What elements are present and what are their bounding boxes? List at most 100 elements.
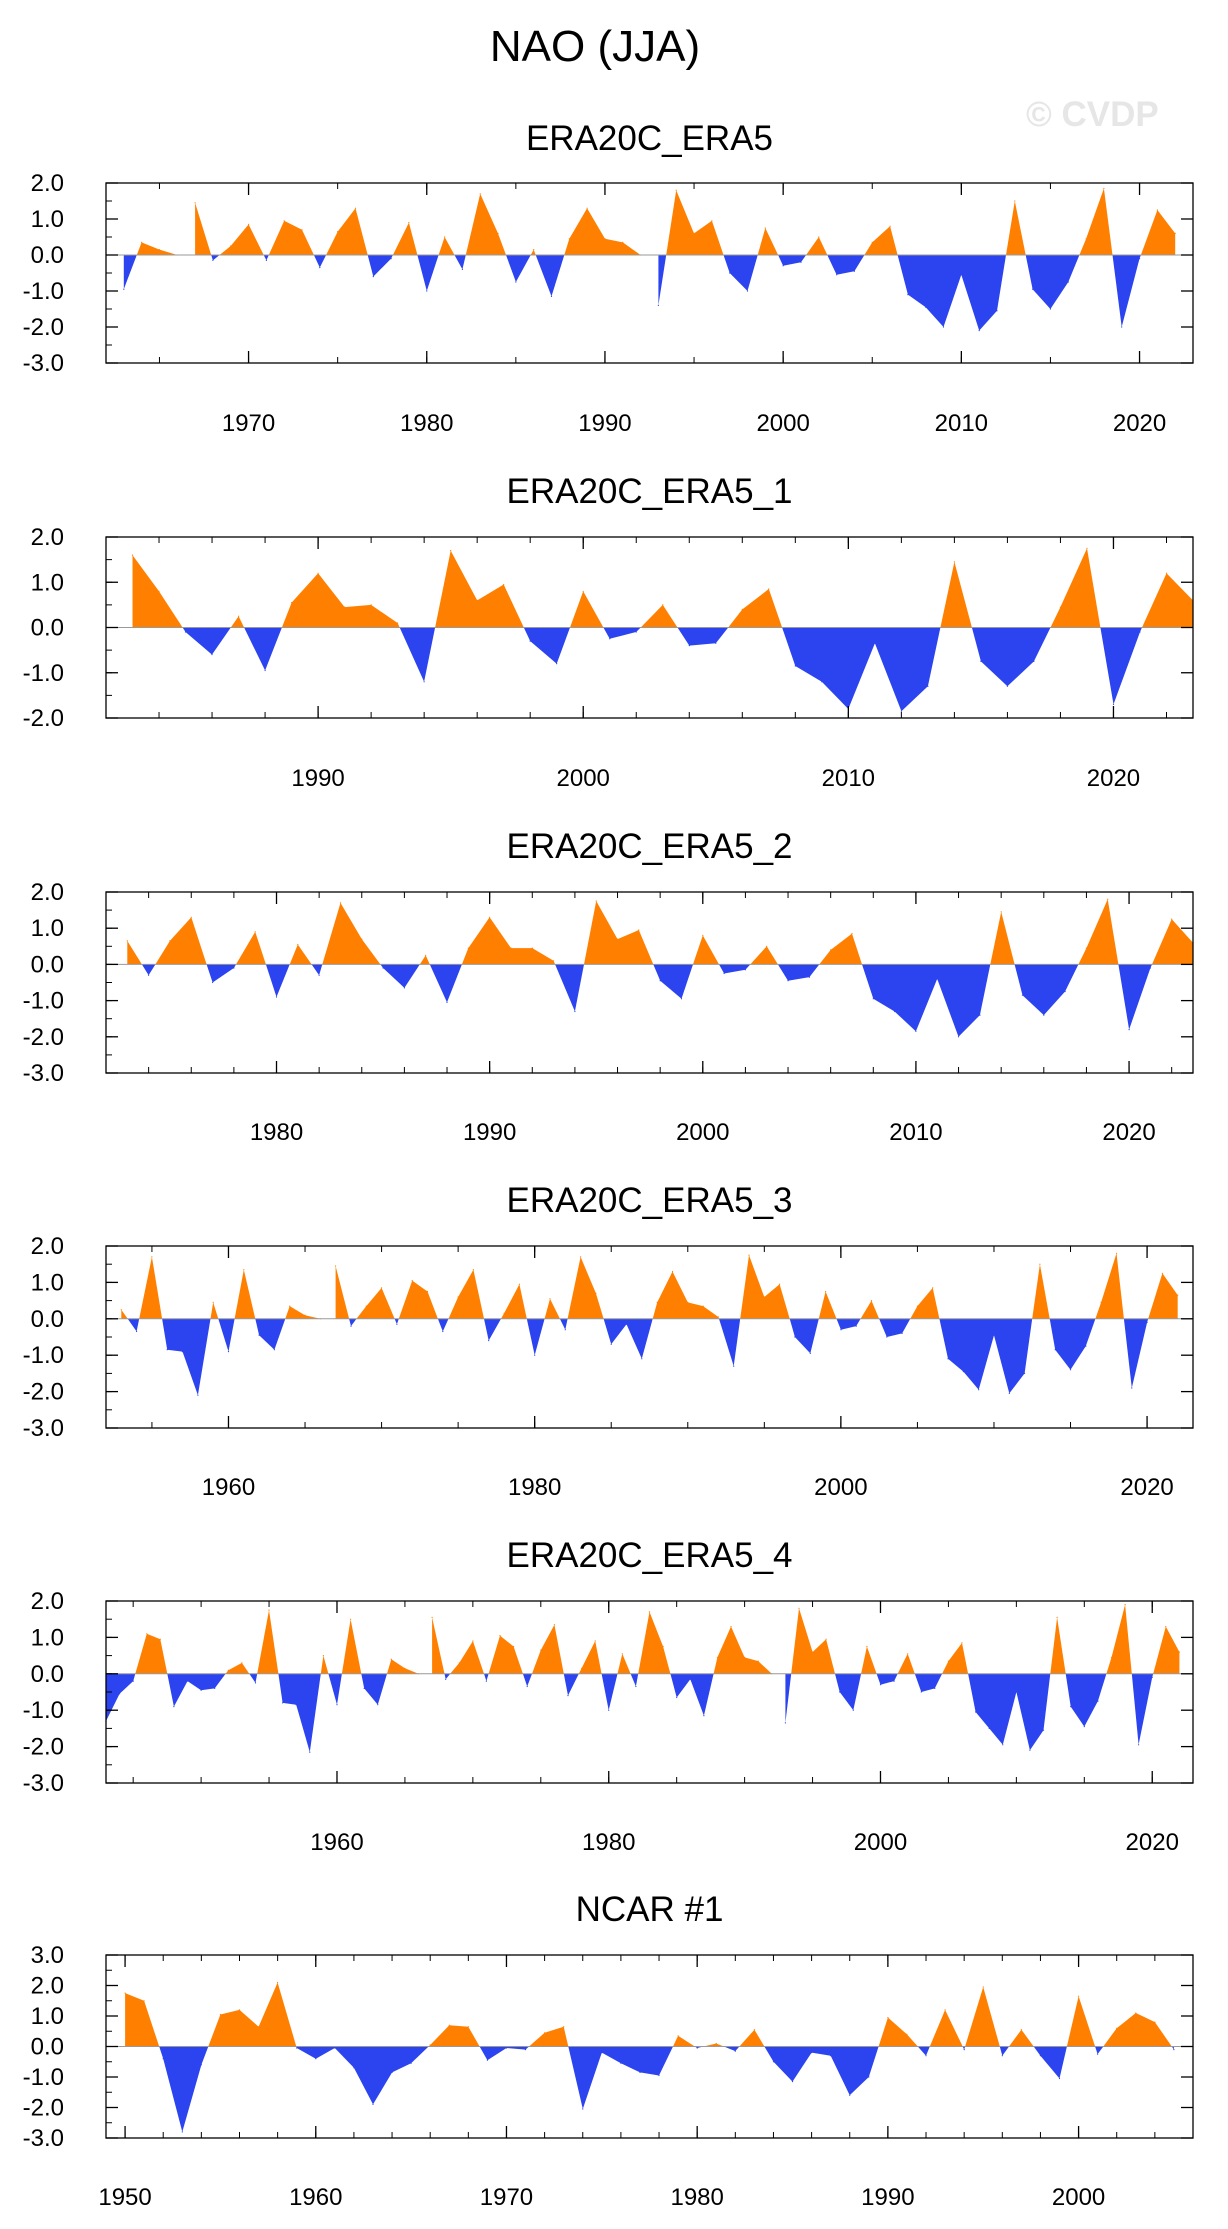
data-point — [390, 258, 392, 260]
data-point — [772, 2061, 775, 2063]
data-point — [1124, 1604, 1126, 1606]
data-point — [825, 1290, 827, 1293]
negative-area — [782, 627, 941, 712]
data-point — [1001, 2055, 1003, 2057]
negative-area — [380, 964, 420, 988]
y-tick-label: 0.0 — [31, 951, 64, 978]
negative-area — [313, 255, 327, 268]
data-point — [641, 1358, 643, 1360]
negative-area — [1065, 1673, 1107, 1727]
data-point — [426, 1290, 429, 1293]
data-point — [531, 947, 533, 949]
positive-area — [1006, 201, 1026, 255]
panel-era20c-era5-2: ERA20C_ERA5_2 2.0 1.0 0.0 -1.0 -2.0 -3.0 1980 19… — [23, 827, 1194, 1146]
data-point — [186, 1680, 189, 1682]
x-tick-label: 1960 — [202, 1474, 255, 1501]
positive-area — [210, 1302, 219, 1319]
data-point — [544, 2032, 546, 2034]
negative-area — [962, 2046, 966, 2050]
data-point — [1015, 1691, 1018, 1693]
data-point — [243, 1269, 245, 1271]
y-tick-label: -3.0 — [23, 2125, 64, 2152]
x-tick-label: 1990 — [578, 410, 631, 437]
data-point — [932, 1287, 934, 1289]
data-point — [442, 1330, 444, 1333]
positive-area — [230, 616, 245, 628]
positive-area — [564, 208, 641, 255]
data-point — [658, 2074, 660, 2077]
data-point — [900, 710, 903, 712]
data-point — [993, 1334, 995, 1336]
positive-area — [728, 589, 783, 628]
data-point — [1067, 281, 1069, 283]
data-point — [957, 1036, 960, 1038]
data-point — [534, 1354, 536, 1356]
data-point — [486, 2059, 488, 2061]
data-point — [729, 272, 731, 274]
x-tick-label: 1960 — [310, 1829, 363, 1856]
y-tick-label: 0.0 — [31, 2034, 64, 2061]
data-point — [248, 223, 250, 225]
data-point — [677, 2035, 679, 2037]
negative-area — [167, 1673, 226, 1707]
positive-area — [532, 1624, 564, 1674]
data-point — [166, 1349, 168, 1351]
positive-area — [121, 1309, 128, 1319]
positive-area — [281, 573, 400, 628]
data-point — [982, 1986, 984, 1988]
data-point — [907, 294, 909, 296]
data-point — [485, 1680, 487, 1682]
positive-area — [257, 1610, 279, 1674]
positive-area — [818, 1291, 837, 1319]
data-point — [963, 2049, 965, 2051]
positive-area — [132, 555, 183, 628]
data-point — [582, 590, 584, 592]
positive-area — [225, 1662, 250, 1674]
positive-area — [757, 228, 779, 255]
data-point — [723, 972, 725, 975]
data-point — [1165, 572, 1168, 574]
data-point — [1103, 187, 1105, 189]
x-tick-label: 2000 — [756, 410, 809, 437]
data-point — [886, 1336, 888, 1338]
positive-area — [897, 1653, 915, 1674]
data-point — [377, 1704, 379, 1706]
data-point — [214, 1687, 216, 1689]
data-point — [604, 238, 606, 240]
data-point — [1171, 918, 1173, 920]
negative-area — [278, 1673, 321, 1753]
negative-area — [479, 2046, 529, 2061]
data-point — [431, 1616, 433, 1618]
negative-area — [296, 2046, 429, 2105]
x-tick-label: 1950 — [98, 2184, 151, 2211]
data-point — [779, 1283, 781, 1285]
y-tick-label: 0.0 — [31, 1661, 64, 1688]
data-point — [408, 222, 410, 224]
x-tick-label: 1990 — [463, 1119, 516, 1146]
data-point — [978, 1389, 980, 1391]
negative-area — [328, 1673, 342, 1705]
positive-area — [125, 1993, 160, 2047]
data-point — [711, 220, 713, 222]
data-point — [889, 225, 891, 227]
positive-area — [1142, 573, 1193, 628]
data-point — [689, 1678, 691, 1680]
positive-area — [861, 1646, 877, 1674]
negative-area — [785, 1673, 792, 1723]
positive-area — [864, 226, 898, 255]
data-point — [1097, 2053, 1099, 2055]
data-point — [372, 2103, 374, 2105]
data-point — [960, 274, 962, 276]
y-tick-label: -1.0 — [23, 988, 64, 1015]
data-point — [1107, 898, 1109, 900]
data-point — [159, 1638, 161, 1640]
negative-area — [437, 1318, 449, 1332]
negative-area — [1171, 2046, 1174, 2050]
positive-area — [530, 249, 536, 255]
panel-title: ERA20C_ERA5_4 — [507, 1536, 793, 1575]
negative-area — [444, 1673, 451, 1680]
data-point — [1121, 326, 1123, 328]
data-point — [497, 232, 499, 234]
data-point — [609, 638, 611, 640]
data-point — [301, 229, 303, 231]
